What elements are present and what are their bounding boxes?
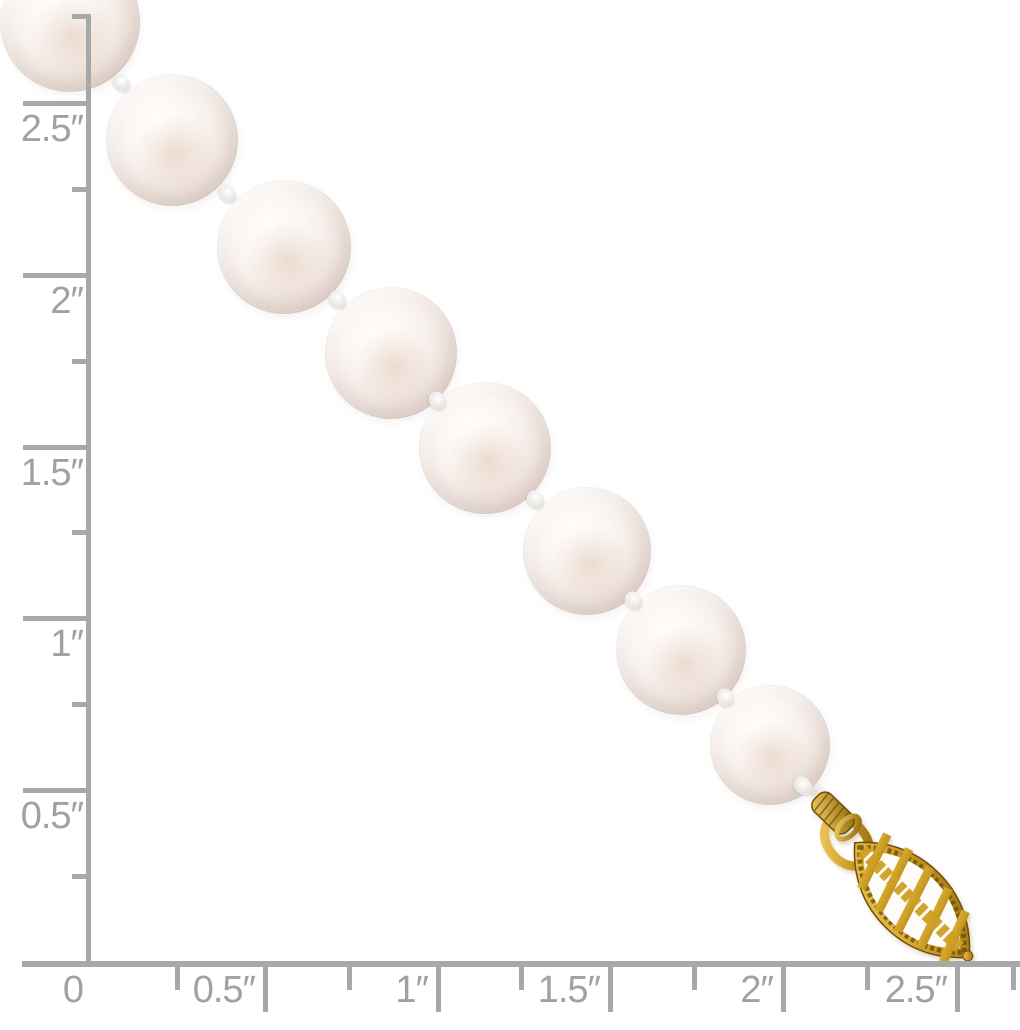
- ruler-label: 0.5″: [20, 795, 84, 837]
- gold-clasp: [803, 779, 974, 965]
- ruler-label: 2″: [50, 280, 84, 322]
- clasp-filigree-body: [853, 832, 974, 965]
- ruler-minor-tick: [72, 14, 91, 19]
- pearl: [217, 180, 351, 314]
- ruler-major-tick: [23, 445, 91, 450]
- ruler-minor-tick: [865, 961, 870, 990]
- ruler-label: 2.5″: [20, 108, 84, 150]
- ruler-vertical-line: [86, 14, 91, 967]
- ruler-major-tick: [781, 961, 786, 1012]
- pearl: [106, 74, 238, 206]
- ruler-minor-tick: [347, 961, 352, 990]
- ruler-label: 2″: [740, 969, 774, 1011]
- ruler-minor-tick: [72, 702, 91, 707]
- ruler-major-tick: [23, 273, 91, 278]
- ruler-major-tick: [23, 101, 91, 106]
- ruler-major-tick: [23, 788, 91, 793]
- ruler-label: 1.5″: [537, 969, 601, 1011]
- ruler-major-tick: [955, 961, 960, 1012]
- ruler-major-tick: [608, 961, 613, 1012]
- ruler-major-tick: [23, 616, 91, 621]
- ruler-label: 2.5″: [884, 969, 948, 1011]
- ruler-major-tick: [263, 961, 268, 1012]
- ruler-minor-tick: [175, 961, 180, 990]
- ruler-major-tick: [436, 961, 441, 1012]
- ruler-label: 1″: [395, 969, 429, 1011]
- ruler-minor-tick: [692, 961, 697, 990]
- ruler-minor-tick: [1011, 961, 1016, 990]
- ruler-minor-tick: [72, 187, 91, 192]
- ruler-label: 1″: [50, 623, 84, 665]
- ruler-minor-tick: [72, 359, 91, 364]
- ruler-minor-tick: [72, 874, 91, 879]
- ruler-origin-label: 0: [62, 969, 84, 1011]
- ruler-minor-tick: [72, 530, 91, 535]
- ruler-label: 0.5″: [192, 969, 256, 1011]
- ruler-label: 1.5″: [20, 452, 84, 494]
- clasp-coil: [811, 791, 862, 842]
- ruler-minor-tick: [519, 961, 524, 990]
